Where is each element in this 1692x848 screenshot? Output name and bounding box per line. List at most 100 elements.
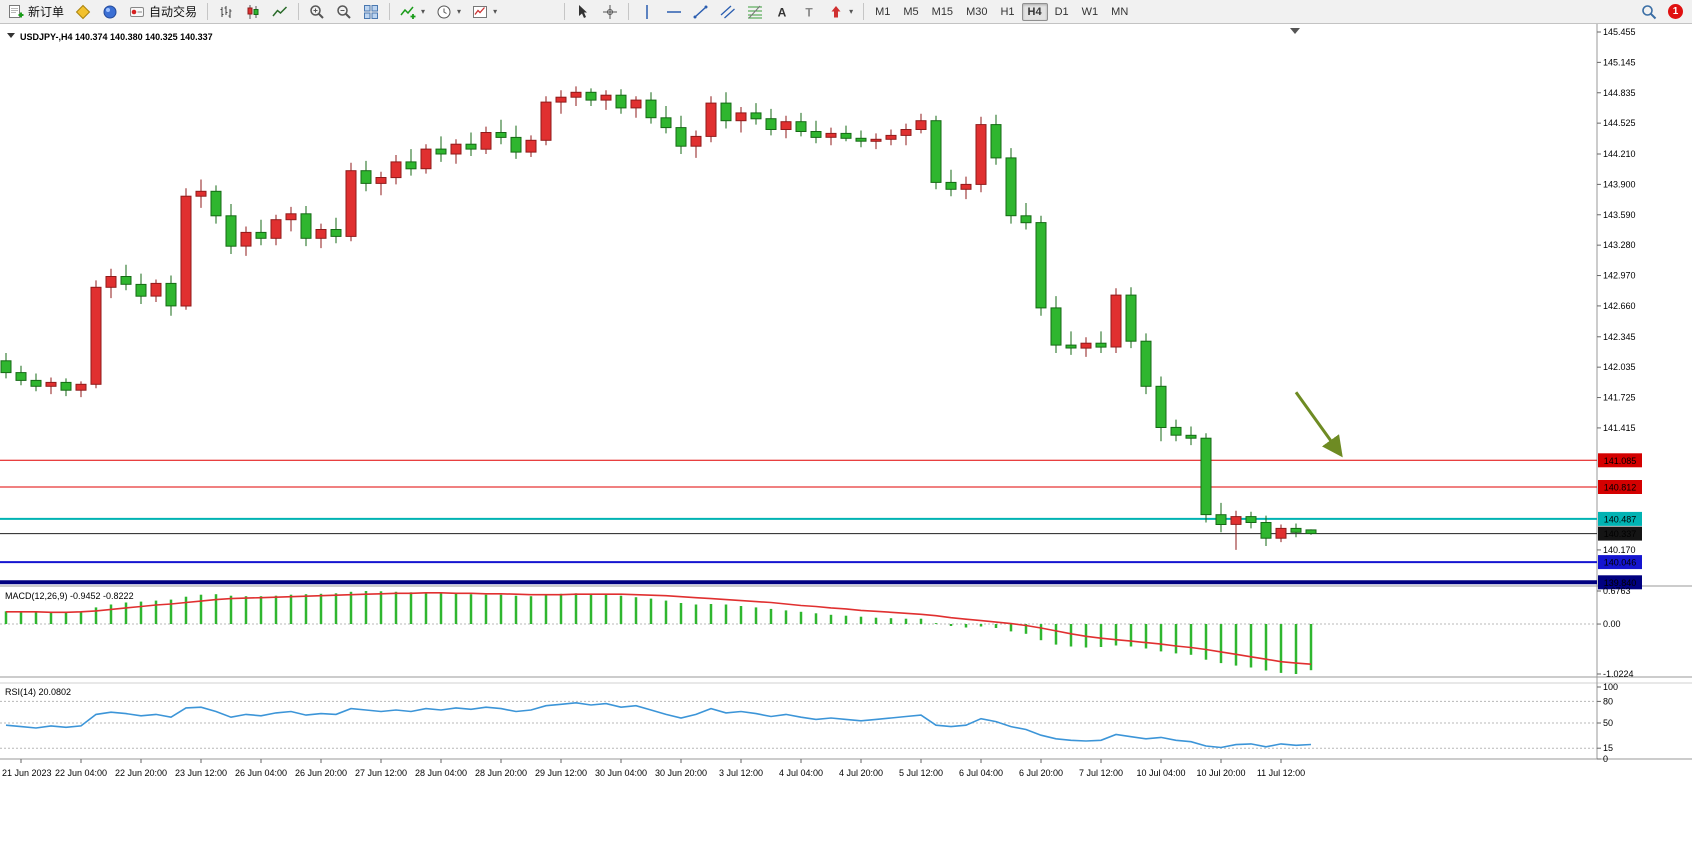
price-scale-label: 142.035 — [1603, 362, 1636, 372]
candlestick-chart-button[interactable] — [240, 0, 266, 24]
time-axis-label: 7 Jul 12:00 — [1079, 768, 1123, 778]
vertical-line-button[interactable] — [634, 0, 660, 24]
new-order-button[interactable]: 新订单 — [3, 0, 69, 24]
time-axis[interactable]: 21 Jun 2023 22 Jun 04:00 22 Jun 20:00 23 Ju… — [2, 759, 1305, 778]
trendline-button[interactable] — [688, 0, 714, 24]
candle-body — [375, 177, 387, 184]
timeframe-button-mn[interactable]: MN — [1111, 5, 1129, 18]
zoom-out-button[interactable] — [331, 0, 357, 24]
templates-button[interactable]: ▾ — [467, 0, 502, 24]
macd-pane: 0.6763 0.00 -1.0224 — [0, 586, 1634, 679]
candle-body — [120, 276, 132, 285]
time-axis-label: 30 Jun 20:00 — [655, 768, 707, 778]
candle-body — [150, 282, 162, 297]
rsi-header: RSI(14) 20.0802 — [5, 687, 71, 697]
price-badge[interactable] — [1598, 575, 1642, 590]
horizontal-lines-layer — [0, 459, 1597, 585]
time-axis-label: 22 Jun 04:00 — [55, 768, 107, 778]
timeframe-toolbar: M1 M5 M15 M30 H1 H4 D1 W1 MN — [869, 2, 1134, 21]
candle-body — [915, 120, 927, 130]
time-axis-label: 4 Jul 20:00 — [839, 768, 883, 778]
rsi-line — [5, 701, 1312, 749]
candle-body — [345, 170, 357, 237]
cursor-button[interactable] — [570, 0, 596, 24]
candle-body — [1260, 522, 1272, 539]
candle-body — [1290, 527, 1302, 533]
price-badge[interactable] — [1598, 526, 1642, 541]
price-badge-label: 140.337 — [1604, 529, 1637, 539]
price-badge[interactable] — [1598, 555, 1642, 570]
candle-body — [285, 213, 297, 221]
tile-windows-button[interactable] — [358, 0, 384, 24]
bar-chart-button[interactable] — [213, 0, 239, 24]
price-scale-label: 143.590 — [1603, 210, 1636, 220]
price-scale[interactable]: 145.455 145.145 144.835 144.525 144.210 143.9… — [1597, 27, 1642, 590]
candle-body — [1080, 342, 1092, 349]
ohlc-dropdown-icon[interactable] — [7, 33, 15, 38]
arrows-tool-button[interactable]: ▾ — [823, 0, 858, 24]
toolbar-separator — [389, 3, 391, 20]
candle-body — [480, 132, 492, 150]
chart-shift-marker[interactable] — [1290, 28, 1300, 34]
candles-layer[interactable] — [0, 86, 1317, 550]
time-axis-label: 6 Jul 04:00 — [959, 768, 1003, 778]
timeframe-button-m5[interactable]: M5 — [903, 5, 919, 18]
candle-body — [1020, 215, 1032, 224]
price-badge[interactable] — [1598, 480, 1642, 494]
zoom-in-icon — [310, 4, 324, 19]
chart-canvas[interactable]: 145.455 145.145 144.835 144.525 144.210 143.9… — [0, 24, 1692, 848]
time-axis-label: 30 Jun 04:00 — [595, 768, 647, 778]
candle-body — [1005, 157, 1017, 217]
candle-body — [945, 181, 957, 190]
timeframe-button-h4[interactable]: H4 — [1021, 2, 1048, 21]
candle-body — [960, 183, 972, 190]
candle-body — [1095, 342, 1107, 348]
navigator-button[interactable] — [97, 0, 123, 24]
text-tool-icon: A — [778, 5, 787, 19]
navigator-icon — [103, 5, 117, 18]
price-scale-label: 143.900 — [1603, 179, 1636, 189]
search-button[interactable] — [1636, 0, 1662, 24]
annotation-arrow[interactable] — [1294, 391, 1343, 458]
toolbar-separator — [207, 3, 209, 20]
time-axis-label: 26 Jun 20:00 — [295, 768, 347, 778]
indicators-button[interactable]: ▾ — [395, 0, 430, 24]
label-tool-button[interactable]: T — [796, 0, 822, 24]
rsi-scale-label: 100 — [1603, 682, 1618, 692]
timeframe-button-d1[interactable]: D1 — [1054, 5, 1069, 18]
fibonacci-button[interactable] — [742, 0, 768, 24]
candle-body — [435, 148, 447, 155]
timeframe-button-m15[interactable]: M15 — [931, 5, 954, 18]
auto-trading-button[interactable]: 自动交易 — [124, 0, 202, 24]
timeframe-button-m30[interactable]: M30 — [966, 5, 988, 18]
notification-badge[interactable]: 1 — [1668, 4, 1683, 19]
market-watch-button[interactable] — [70, 0, 96, 24]
price-scale-label: 141.725 — [1603, 393, 1636, 403]
text-tool-button[interactable]: A — [769, 0, 795, 24]
svg-text:T: T — [805, 5, 813, 19]
candle-body — [15, 372, 27, 381]
timeframe-button-w1[interactable]: W1 — [1081, 5, 1099, 18]
search-icon — [1642, 4, 1657, 19]
candle-body — [690, 135, 702, 147]
toolbar-separator — [564, 3, 566, 20]
timeframe-button-m1[interactable]: M1 — [875, 5, 891, 18]
price-badge[interactable] — [1598, 453, 1642, 468]
candle-body — [765, 118, 777, 130]
timeframe-button-h1[interactable]: H1 — [1000, 5, 1015, 18]
price-scale-label: 145.455 — [1603, 27, 1636, 37]
price-badge-label: 140.046 — [1604, 558, 1637, 568]
price-badge[interactable] — [1598, 511, 1642, 526]
time-axis-label: 28 Jun 04:00 — [415, 768, 467, 778]
line-chart-button[interactable] — [267, 0, 293, 24]
periods-button[interactable]: ▾ — [431, 0, 466, 24]
zoom-in-button[interactable] — [304, 0, 330, 24]
macd-header: MACD(12,26,9) -0.9452 -0.8222 — [5, 591, 134, 601]
candle-body — [315, 229, 327, 239]
price-scale-label: 142.660 — [1603, 301, 1636, 311]
candle-body — [720, 102, 732, 122]
crosshair-button[interactable] — [597, 0, 623, 24]
horizontal-line-button[interactable] — [661, 0, 687, 24]
channel-button[interactable] — [715, 0, 741, 24]
candle-body — [1170, 426, 1182, 436]
